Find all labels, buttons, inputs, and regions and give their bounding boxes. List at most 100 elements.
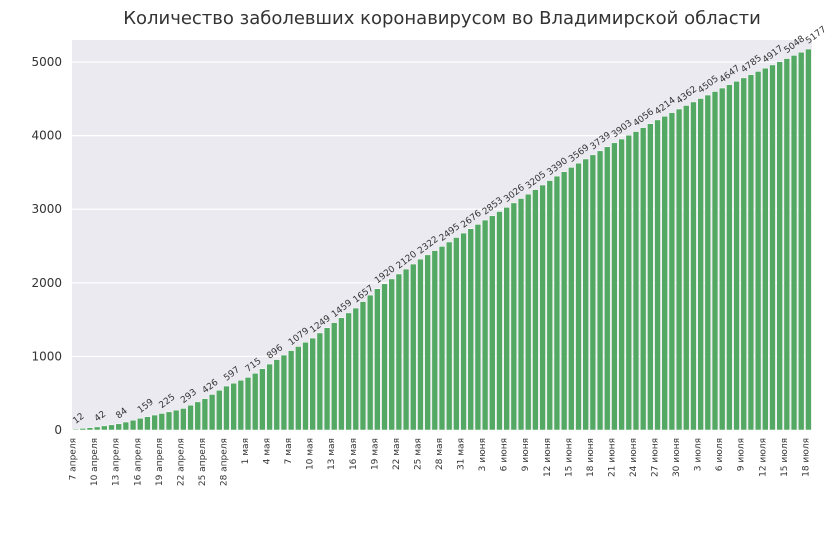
bar bbox=[762, 68, 768, 430]
x-tick-label: 28 апреля bbox=[219, 438, 229, 486]
bar-chart: 0100020003000400050001242841592252934265… bbox=[0, 0, 828, 544]
x-tick-label: 13 апреля bbox=[112, 438, 122, 486]
bar bbox=[741, 78, 747, 430]
x-tick-label: 19 апреля bbox=[155, 438, 165, 486]
bar bbox=[166, 412, 172, 430]
bar bbox=[374, 289, 380, 430]
bar bbox=[468, 229, 474, 430]
bar bbox=[525, 194, 531, 430]
bar bbox=[576, 163, 582, 430]
bar bbox=[331, 323, 337, 430]
bar bbox=[396, 274, 402, 430]
bar bbox=[87, 428, 93, 430]
bar bbox=[583, 159, 589, 430]
bar bbox=[647, 124, 653, 430]
bar bbox=[777, 62, 783, 430]
bar bbox=[137, 418, 143, 430]
bar bbox=[568, 167, 574, 430]
x-tick-label: 25 мая bbox=[413, 438, 423, 470]
bar bbox=[209, 394, 215, 430]
x-tick-label: 21 июня bbox=[607, 438, 617, 477]
bar bbox=[432, 251, 438, 430]
bar bbox=[303, 342, 309, 430]
bar bbox=[389, 279, 395, 430]
x-tick-label: 3 июня bbox=[478, 438, 488, 471]
bar bbox=[80, 428, 86, 430]
bar bbox=[676, 109, 682, 430]
bar bbox=[238, 380, 244, 430]
x-tick-label: 22 мая bbox=[392, 438, 402, 470]
bar bbox=[446, 242, 452, 430]
x-tick-label: 7 мая bbox=[284, 438, 294, 464]
bar bbox=[353, 308, 359, 430]
bar bbox=[245, 377, 251, 430]
x-tick-label: 15 июля bbox=[780, 438, 790, 477]
bar bbox=[633, 132, 639, 430]
bar bbox=[180, 408, 186, 430]
bar bbox=[274, 360, 280, 430]
x-tick-label: 28 мая bbox=[435, 438, 445, 470]
bar bbox=[482, 220, 488, 430]
x-tick-label: 16 мая bbox=[349, 438, 359, 470]
bar bbox=[324, 328, 330, 430]
y-tick-label: 1000 bbox=[31, 349, 62, 363]
bar bbox=[439, 246, 445, 430]
bar bbox=[805, 49, 811, 430]
bar bbox=[784, 59, 790, 430]
bar bbox=[130, 420, 136, 430]
bar bbox=[712, 92, 718, 430]
x-tick-label: 15 июня bbox=[564, 438, 574, 477]
x-tick-label: 22 апреля bbox=[176, 438, 186, 486]
bar bbox=[798, 52, 804, 430]
bar bbox=[662, 116, 668, 430]
x-tick-label: 9 июля bbox=[737, 438, 747, 471]
x-tick-label: 12 июня bbox=[543, 438, 553, 477]
x-tick-label: 9 июня bbox=[521, 438, 531, 471]
bar bbox=[94, 427, 100, 430]
chart-container: 0100020003000400050001242841592252934265… bbox=[0, 0, 828, 544]
bar bbox=[195, 402, 201, 430]
bar bbox=[683, 105, 689, 430]
bar bbox=[382, 284, 388, 430]
bar bbox=[705, 95, 711, 430]
bar bbox=[173, 410, 179, 430]
bar bbox=[360, 302, 366, 430]
bar bbox=[367, 295, 373, 430]
x-tick-label: 12 июля bbox=[758, 438, 768, 477]
x-tick-label: 18 июля bbox=[801, 438, 811, 477]
bar bbox=[590, 155, 596, 430]
x-tick-label: 13 мая bbox=[327, 438, 337, 470]
x-tick-label: 10 мая bbox=[306, 438, 316, 470]
y-tick-label: 5000 bbox=[31, 55, 62, 69]
x-tick-label: 19 мая bbox=[370, 438, 380, 470]
bar bbox=[73, 429, 79, 430]
bar bbox=[719, 88, 725, 430]
bar bbox=[338, 318, 344, 430]
bar bbox=[310, 338, 316, 430]
bar bbox=[267, 364, 273, 430]
x-tick-label: 6 июня bbox=[500, 438, 510, 471]
x-tick-label: 6 июля bbox=[715, 438, 725, 471]
bar bbox=[288, 351, 294, 430]
bar bbox=[554, 176, 560, 430]
bar bbox=[540, 185, 546, 430]
bar bbox=[453, 238, 459, 430]
bar bbox=[152, 415, 158, 430]
bar bbox=[669, 113, 675, 430]
bar bbox=[518, 199, 524, 430]
y-tick-label: 4000 bbox=[31, 129, 62, 143]
x-tick-label: 3 июля bbox=[694, 438, 704, 471]
bar bbox=[475, 224, 481, 430]
bar bbox=[611, 143, 617, 430]
bar bbox=[295, 346, 301, 430]
bar bbox=[640, 128, 646, 430]
x-tick-label: 30 июня bbox=[672, 438, 682, 477]
x-tick-label: 7 апреля bbox=[69, 438, 79, 480]
y-tick-label: 3000 bbox=[31, 202, 62, 216]
bar bbox=[224, 386, 230, 430]
bar bbox=[116, 424, 122, 430]
bar bbox=[604, 147, 610, 430]
bar bbox=[691, 102, 697, 430]
bar bbox=[597, 151, 603, 430]
bar bbox=[770, 65, 776, 430]
